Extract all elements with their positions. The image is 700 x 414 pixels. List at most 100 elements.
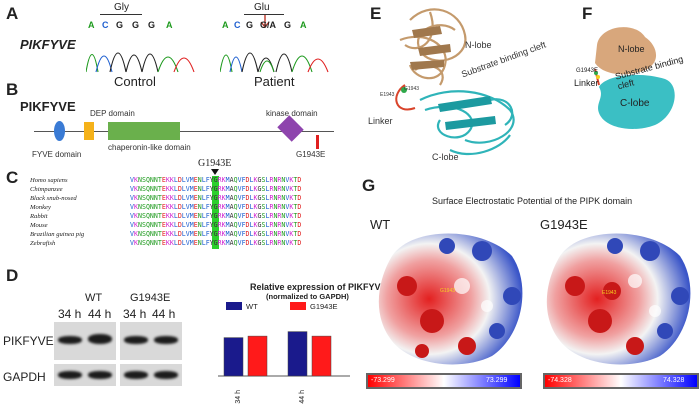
bar-g1943e-0	[247, 335, 268, 377]
alignment-row: VKNSQNNTEKKLDLVMENLFYGRKMAQVFDLKGSLRNRNV…	[130, 239, 302, 247]
f-linker-label: Linker	[574, 78, 599, 88]
chaperonin-domain-shape	[108, 122, 180, 140]
mutation-label: G1943E	[296, 150, 326, 159]
panel-c-label: C	[6, 168, 19, 187]
wt-surface-map	[378, 233, 523, 365]
alignment-row: VKNSQNNTEKKLDLVMENLFYGRKMAQVFDLKGSLRNRNV…	[130, 194, 302, 202]
legend-swatch-0	[226, 302, 242, 310]
expression-bar-chart: 34 h 44 h WT G1943E	[218, 302, 350, 404]
f-nlobe-label: N-lobe	[618, 44, 645, 54]
blot-row-pikfyve: PIKFYVE	[3, 334, 54, 348]
e-clobe-label: C-lobe	[432, 152, 459, 162]
wt-scale-min: -73.299	[371, 377, 395, 384]
mut-surface-map	[546, 233, 691, 365]
mutation-marker	[316, 135, 319, 149]
alignment-row: VKNSQNNTEKKLDLVMENLFYGRKMAQVFDLKGSLRNRNV…	[130, 203, 302, 211]
species-name: Zebrafish	[30, 240, 56, 247]
e-nlobe-label: N-lobe	[465, 40, 492, 50]
mut-scale-min: -74.328	[548, 377, 572, 384]
bar-wt-0	[223, 337, 244, 377]
species-name: Black snub-nosed	[30, 195, 77, 202]
blot-group-mut: G1943E	[130, 292, 171, 304]
g-title: Surface Electrostatic Potential of the P…	[432, 196, 633, 206]
e-e1943-label: E1943	[380, 92, 395, 98]
blot-wt-gapdh	[54, 364, 116, 386]
blot-wt-pikfyve	[54, 322, 116, 360]
panel-d-label: D	[6, 266, 19, 285]
bar-wt-1	[287, 331, 308, 377]
patient-aa: Glu	[254, 2, 270, 13]
legend-label-0: WT	[246, 302, 258, 311]
e-linker-label: Linker	[368, 116, 393, 126]
panel-a-gene: PIKFYVE	[20, 37, 76, 52]
legend-label-1: G1943E	[310, 302, 338, 311]
blot-time-4: 44 h	[152, 307, 176, 321]
control-caption: Control	[114, 74, 156, 89]
dep-domain-shape	[84, 122, 94, 140]
patient-codon-line	[244, 14, 284, 15]
x-tick-label: 44 h	[299, 390, 306, 404]
wt-scale-bar	[366, 373, 522, 389]
g-wt-site: G1943	[440, 288, 456, 294]
alignment-row: VKNSQNNTEKKLDLVMENLFYGRKMAQVFDLKGSLRNRNV…	[130, 176, 302, 184]
bar-g1943e-1	[311, 335, 332, 377]
alignment-row: VKNSQNNTEKKLDLVMENLFYGRKMAQVFDLKGSLRNRNV…	[130, 185, 302, 193]
panel-c-mutation-label: G1943E	[198, 158, 232, 169]
mut-scale-bar	[543, 373, 699, 389]
chart-title: Relative expression of PIKFYVE	[250, 282, 387, 292]
blot-mut-pikfyve	[120, 322, 182, 360]
patient-caption: Patient	[254, 74, 295, 89]
panel-e-label: E	[370, 4, 382, 23]
wt-scale-max: 73.299	[486, 377, 508, 384]
kinase-domain-shape	[277, 115, 304, 142]
patient-chromatogram: Glu A C G G/A G A Patient	[220, 0, 330, 95]
fyve-domain-label: FYVE domain	[32, 150, 82, 159]
protein-backbone	[34, 131, 334, 132]
control-aa: Gly	[114, 2, 129, 13]
blot-group-wt: WT	[85, 292, 103, 304]
f-clobe-label: C-lobe	[620, 98, 650, 109]
f-mutation-label: G1943E	[576, 68, 599, 74]
species-name: Chimpanzee	[30, 186, 63, 193]
panel-b-label: B	[6, 80, 19, 99]
kinase-domain-label: kinase domain	[266, 109, 318, 118]
legend-swatch-1	[290, 302, 306, 310]
chart-subtitle: (normalized to GAPDH)	[266, 292, 349, 301]
control-trace	[86, 52, 195, 73]
alignment-block: Homo sapiens VKNSQNNTEKKLDLVMENLFYGRKMAQV…	[30, 176, 350, 252]
control-chromatogram: Gly A C G G G A Control	[86, 0, 196, 95]
species-name: Mouse	[30, 222, 48, 229]
panel-f-label: F	[582, 4, 593, 23]
blot-row-gapdh: GAPDH	[3, 370, 46, 384]
species-name: Rabbit	[30, 213, 48, 220]
panel-a-label: A	[6, 4, 19, 23]
species-name: Monkey	[30, 204, 51, 211]
chaperonin-domain-label: chaperonin-like domain	[108, 143, 191, 152]
g-mut-site: E1943	[602, 290, 617, 296]
conserved-column-highlight	[212, 176, 219, 249]
dep-domain-label: DEP domain	[90, 109, 135, 118]
blot-time-1: 34 h	[58, 307, 82, 321]
blot-mut-gapdh	[120, 364, 182, 386]
lobe-schematic	[594, 27, 675, 129]
kinase-ribbon-structure	[395, 8, 515, 155]
x-tick-label: 34 h	[235, 390, 242, 404]
panel-g-label: G	[362, 176, 376, 195]
blot-time-2: 44 h	[88, 307, 112, 321]
e-g1943-label: G1943	[404, 86, 420, 92]
alignment-pointer-icon	[211, 169, 219, 175]
alignment-row: VKNSQNNTEKKLDLVMENLFYGRKMAQVFDLKGSLRNRNV…	[130, 212, 302, 220]
g-wt-label: WT	[370, 217, 391, 232]
domain-diagram: DEP domain chaperonin-like domain kinase…	[20, 109, 340, 166]
control-codon-line	[100, 14, 142, 15]
fyve-domain-shape	[54, 121, 65, 141]
patient-trace	[220, 52, 329, 73]
species-name: Brazilian guinea pig	[30, 231, 85, 238]
mutation-arrow-icon	[260, 15, 270, 29]
panel-b-gene: PIKFYVE	[20, 99, 76, 114]
alignment-row: VKNSQNNTEKKLDLVMENLFYGRKMAQVFDLKGSLRNRNV…	[130, 221, 302, 229]
g-mut-label: G1943E	[540, 217, 588, 232]
species-name: Homo sapiens	[30, 177, 68, 184]
alignment-row: VKNSQNNTEKKLDLVMENLFYGRKMAQVFDLKGSLRNRNV…	[130, 230, 302, 238]
blot-time-3: 34 h	[123, 307, 147, 321]
